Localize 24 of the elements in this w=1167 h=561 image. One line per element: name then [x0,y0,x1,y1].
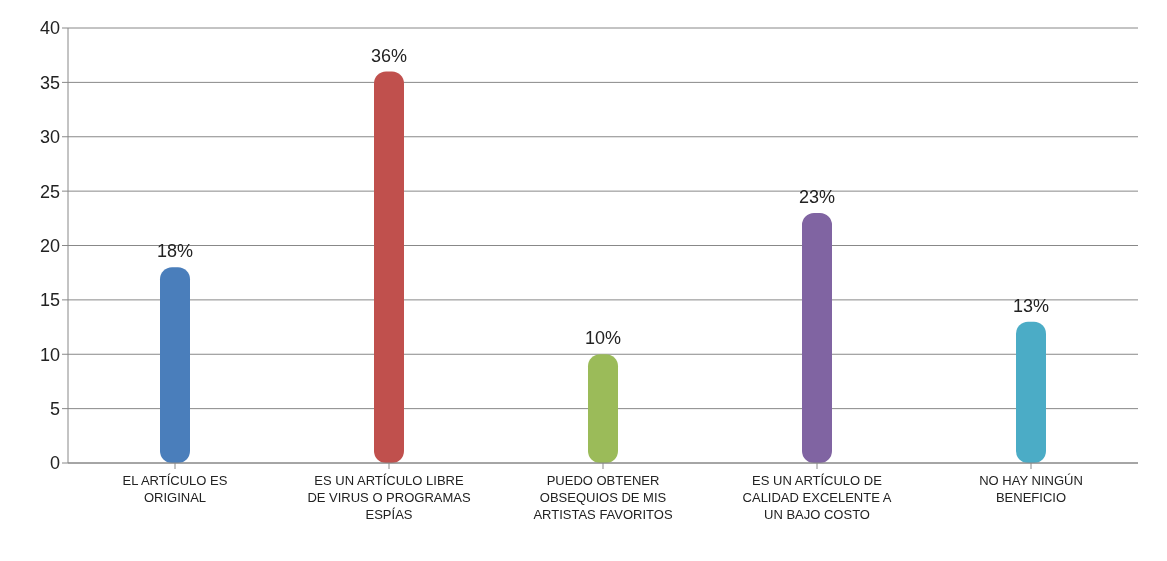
x-tick-label: EL ARTÍCULO ES ORIGINAL [122,473,228,505]
y-tick-label: 20 [39,235,60,256]
data-label: 23% [798,186,836,207]
x-tick-label: NO HAY NINGÚN BENEFICIO [979,473,1083,505]
bar [374,71,404,463]
bar [588,354,618,463]
y-tick-label: 30 [39,127,60,148]
y-tick-label: 0 [49,453,60,474]
x-tick-label: PUEDO OBTENER OBSEQUIOS DE MIS ARTISTAS FAVORITOS [533,473,673,522]
data-label: 18% [156,241,194,262]
bar [160,267,190,463]
x-tick-label: ES UN ARTÍCULO LIBRE DE VIRUS O PROGRAMAS ESPÍAS [307,473,471,522]
y-tick-label: 25 [39,181,60,202]
bar [1016,321,1046,463]
data-label: 10% [584,328,622,349]
x-tick-label: ES UN ARTÍCULO DE CALIDAD EXCELENTE A UN BAJO COSTO [742,473,892,522]
y-tick-label: 35 [39,72,60,93]
y-tick-label: 10 [39,344,60,365]
y-tick-label: 40 [39,18,60,39]
bar [802,212,832,463]
y-tick-label: 15 [39,290,60,311]
data-label: 36% [370,45,408,66]
y-tick-label: 5 [49,399,60,420]
data-label: 13% [1012,295,1050,316]
